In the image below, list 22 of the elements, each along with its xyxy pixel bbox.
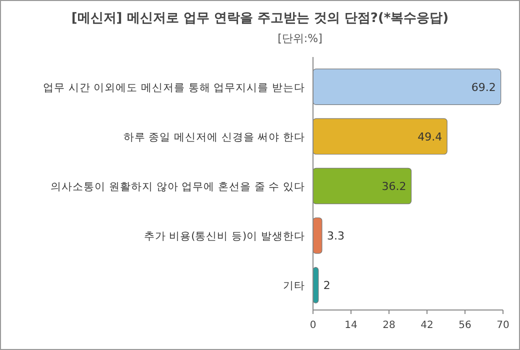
data-label: 69.2 — [471, 80, 496, 94]
x-tick-label: 28 — [382, 320, 396, 331]
y-tick-label: 추가 비용(통신비 등)이 발생한다 — [144, 230, 305, 243]
y-tick-label: 기타 — [283, 280, 305, 292]
x-tick-label: 42 — [420, 320, 434, 331]
chart-subtitle: [단위:%] — [278, 32, 322, 45]
data-label: 2 — [323, 279, 330, 292]
chart-title: [메신저] 메신저로 업무 연락을 주고받는 것의 단점?(*복수응답) — [71, 11, 449, 26]
bar — [312, 168, 412, 204]
data-label: 36.2 — [382, 180, 406, 193]
y-tick-label: 의사소통이 원활하지 않아 업무에 혼선을 줄 수 있다 — [50, 181, 305, 193]
data-label: 3.3 — [326, 230, 344, 243]
x-tick-label: 0 — [310, 320, 316, 331]
x-tick-label: 70 — [496, 320, 510, 331]
data-label: 49.4 — [418, 130, 442, 144]
bar — [312, 68, 502, 105]
bar — [312, 118, 448, 155]
y-tick-label: 업무 시간 이외에도 메신저를 통해 업무지시를 받는다 — [42, 82, 305, 94]
x-tick-label: 14 — [344, 320, 358, 331]
x-tick-label: 56 — [458, 320, 472, 331]
y-tick-label: 하루 종일 메신저에 신경을 써야 한다 — [123, 131, 305, 144]
bar — [312, 217, 322, 254]
